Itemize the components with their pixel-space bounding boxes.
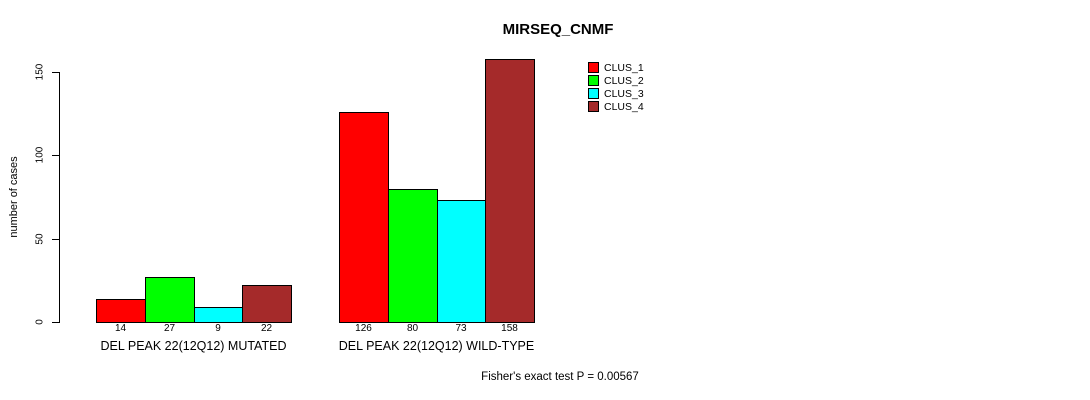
legend-item: CLUS_1	[588, 61, 644, 74]
y-axis-tick	[52, 322, 59, 323]
bar-clus_2	[145, 277, 195, 323]
bar-clus_4	[242, 285, 292, 323]
bar-value-label: 22	[260, 323, 273, 334]
y-axis-tick-label: 50	[34, 233, 46, 245]
fisher-test-annotation: Fisher's exact test P = 0.00567	[481, 371, 639, 383]
bar-value-label: 14	[114, 323, 127, 334]
bar-value-label: 9	[215, 323, 221, 334]
legend-label: CLUS_1	[604, 61, 644, 74]
bar-clus_1	[339, 112, 389, 323]
legend-item: CLUS_4	[588, 100, 644, 113]
y-axis-tick-label: 150	[34, 63, 46, 81]
bar-value-label: 27	[163, 323, 176, 334]
y-axis-line	[59, 72, 60, 323]
chart-title: MIRSEQ_CNMF	[502, 21, 614, 38]
category-label: DEL PEAK 22(12Q12) WILD-TYPE	[338, 339, 535, 353]
bar-value-label: 126	[355, 323, 372, 334]
legend-swatch	[588, 88, 599, 99]
bar-clus_3	[437, 200, 486, 323]
legend-item: CLUS_3	[588, 87, 644, 100]
category-label: DEL PEAK 22(12Q12) MUTATED	[100, 339, 287, 353]
legend-swatch	[588, 101, 599, 112]
y-axis-label: number of cases	[8, 156, 20, 238]
legend-swatch	[588, 62, 599, 73]
y-axis-tick-label: 100	[34, 146, 46, 164]
y-axis-tick	[52, 239, 59, 240]
y-axis-tick	[52, 72, 59, 73]
bar-clus_3	[194, 307, 243, 323]
bar-value-label: 80	[406, 323, 419, 334]
legend-label: CLUS_4	[604, 100, 644, 113]
legend-swatch	[588, 75, 599, 86]
bar-clus_4	[485, 59, 535, 323]
legend-label: CLUS_2	[604, 74, 644, 87]
y-axis-tick-label: 0	[34, 319, 46, 325]
y-axis-tick	[52, 155, 59, 156]
bar-clus_2	[388, 189, 438, 323]
bar-value-label: 158	[501, 323, 518, 334]
legend-label: CLUS_3	[604, 87, 644, 100]
legend-item: CLUS_2	[588, 74, 644, 87]
legend: CLUS_1 CLUS_2 CLUS_3 CLUS_4	[588, 61, 644, 113]
bar-clus_1	[96, 299, 146, 323]
bar-value-label: 73	[455, 323, 467, 334]
